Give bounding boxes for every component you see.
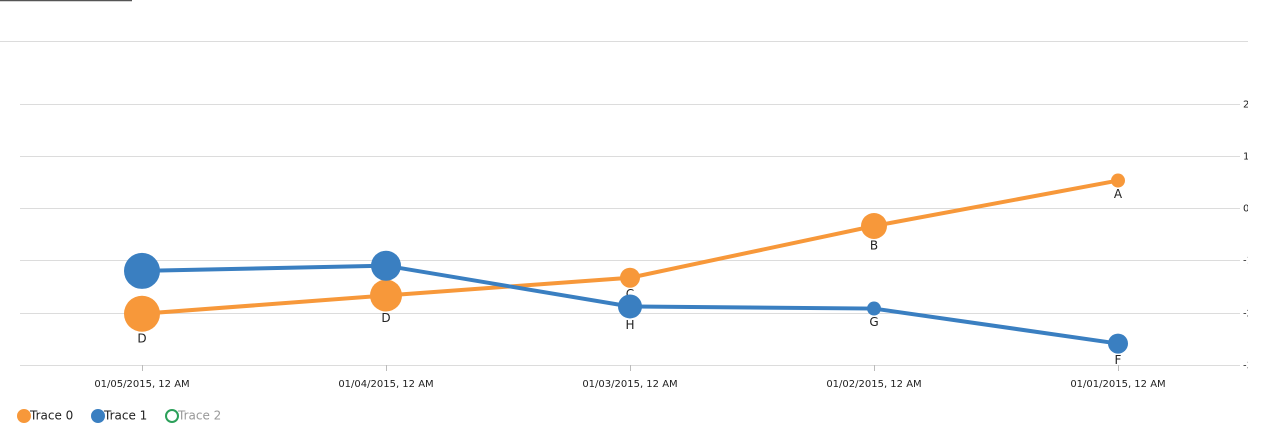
y-tick-label: 1: [1243, 152, 1248, 163]
legend-label: Trace 2: [177, 409, 221, 423]
point-label: D: [381, 311, 390, 325]
point-label: H: [625, 318, 634, 332]
marker: [867, 301, 881, 316]
marker: [370, 279, 402, 312]
y-tick-label: -1: [1243, 256, 1248, 267]
marker: [371, 250, 401, 281]
legend-item[interactable]: Trace 1: [91, 409, 147, 423]
point-label: C: [626, 287, 634, 301]
point-label: B: [870, 238, 878, 252]
legend-swatch: [17, 409, 31, 423]
y-tick-label: 0: [1243, 204, 1248, 215]
marker: [618, 294, 642, 319]
y-tick-label: 2: [1243, 100, 1248, 111]
x-tick-label: 01/05/2015, 12 AM: [94, 379, 189, 390]
chart: -3 -2 -1 0 1 2 01/05/2015, 12 AM 01/04/2015, 12…: [0, 0, 1248, 423]
x-tick-label: 01/01/2015, 12 AM: [1070, 379, 1165, 390]
point-label: D: [137, 331, 146, 345]
legend-swatch: [91, 409, 105, 423]
point-label: F: [1115, 353, 1122, 367]
marker: [620, 267, 640, 288]
marker: [124, 295, 160, 332]
x-tick-label: 01/02/2015, 12 AM: [826, 379, 921, 390]
marker: [861, 212, 887, 239]
legend-item[interactable]: Trace 2: [165, 409, 221, 423]
point-label: A: [1114, 187, 1123, 201]
legend-label: Trace 1: [103, 409, 147, 423]
x-tick-label: 01/03/2015, 12 AM: [582, 379, 677, 390]
y-tick-label: -3: [1243, 361, 1248, 372]
y-tick-label: -2: [1243, 309, 1248, 320]
x-tick-label: 01/04/2015, 12 AM: [338, 379, 433, 390]
legend-item[interactable]: Trace 0: [17, 409, 73, 423]
marker: [1108, 333, 1128, 354]
legend-swatch: [165, 409, 179, 423]
marker: [1111, 173, 1125, 188]
legend-label: Trace 0: [29, 409, 73, 423]
marker: [124, 252, 160, 289]
point-label: G: [869, 315, 878, 329]
